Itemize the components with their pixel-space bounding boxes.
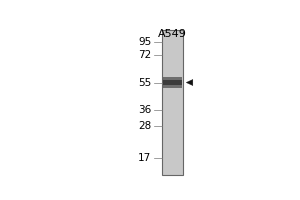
Text: 36: 36 bbox=[138, 105, 152, 115]
Text: 28: 28 bbox=[138, 121, 152, 131]
Bar bbox=[163, 77, 182, 88]
Text: A549: A549 bbox=[158, 29, 187, 39]
Text: 72: 72 bbox=[138, 50, 152, 60]
Text: 17: 17 bbox=[138, 153, 152, 163]
Text: 55: 55 bbox=[138, 78, 152, 88]
Bar bbox=[163, 77, 182, 88]
Bar bbox=[163, 80, 182, 85]
Text: 95: 95 bbox=[138, 37, 152, 47]
Bar bbox=[163, 77, 182, 88]
Bar bbox=[162, 30, 183, 175]
Polygon shape bbox=[186, 80, 193, 86]
